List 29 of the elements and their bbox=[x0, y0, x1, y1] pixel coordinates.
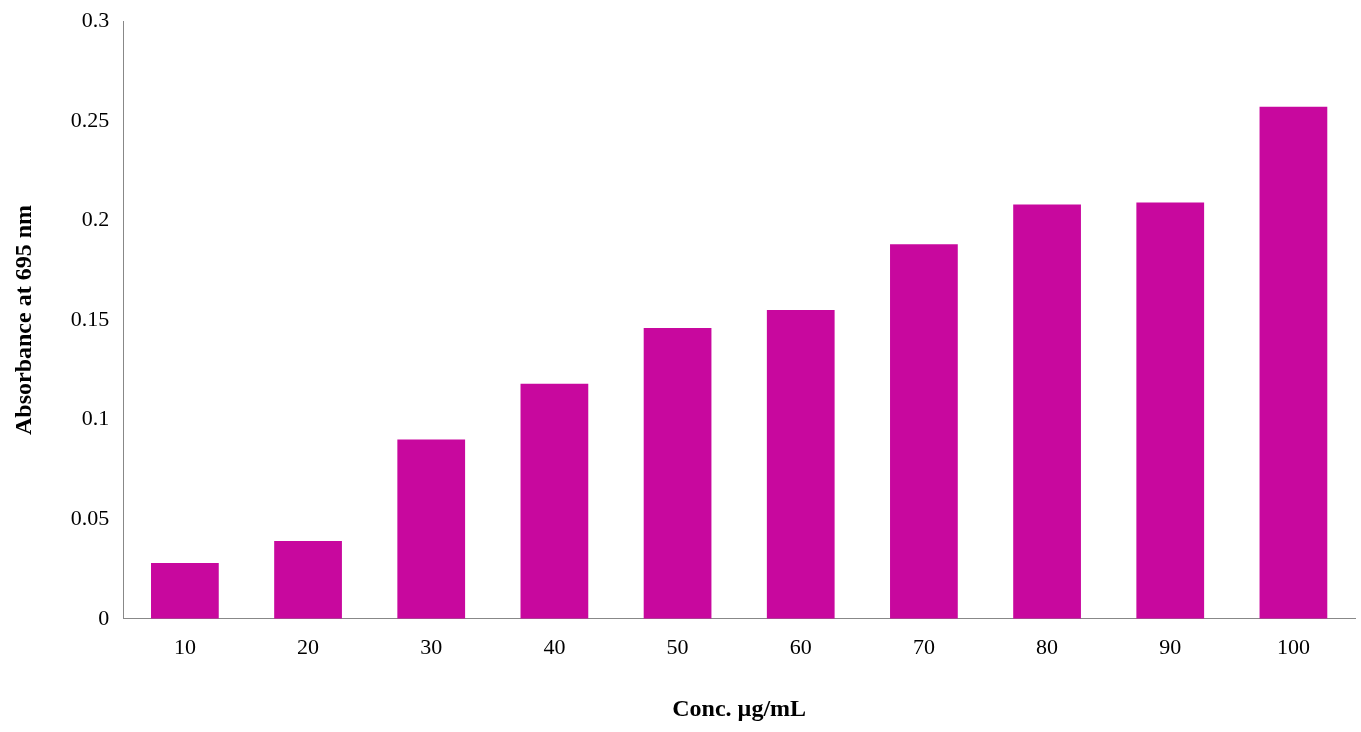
x-tick-label: 70 bbox=[912, 633, 935, 659]
bar bbox=[1013, 204, 1081, 619]
bar bbox=[520, 383, 589, 619]
x-tick-label: 90 bbox=[1159, 633, 1182, 659]
x-tick-label: 100 bbox=[1276, 633, 1310, 659]
x-tick-label: 30 bbox=[420, 633, 443, 659]
y-tick-label: 0 bbox=[98, 604, 110, 630]
y-tick-label: 0.3 bbox=[81, 6, 110, 32]
y-tick-label: 0.15 bbox=[70, 305, 110, 331]
x-tick-label: 10 bbox=[173, 633, 196, 659]
y-tick-label: 0.25 bbox=[70, 106, 110, 132]
x-tick-label: 80 bbox=[1036, 633, 1059, 659]
y-tick-label: 0.1 bbox=[81, 405, 110, 431]
bar bbox=[1259, 106, 1328, 619]
bar bbox=[274, 541, 342, 619]
bar bbox=[151, 563, 219, 619]
bar bbox=[890, 244, 958, 619]
x-tick-label: 20 bbox=[297, 633, 320, 659]
x-tick-label: 50 bbox=[666, 633, 689, 659]
y-tick-label: 0.05 bbox=[70, 504, 110, 530]
bar bbox=[397, 439, 466, 619]
x-tick-label: 60 bbox=[789, 633, 812, 659]
x-axis-title: Conc. µg/mL bbox=[672, 694, 807, 721]
y-tick-label: 0.2 bbox=[81, 206, 110, 232]
y-axis-title: Absorbance at 695 nm bbox=[9, 204, 36, 436]
x-tick-label: 40 bbox=[543, 633, 566, 659]
bar bbox=[643, 327, 712, 619]
bar bbox=[766, 310, 835, 619]
bar bbox=[1136, 202, 1205, 619]
